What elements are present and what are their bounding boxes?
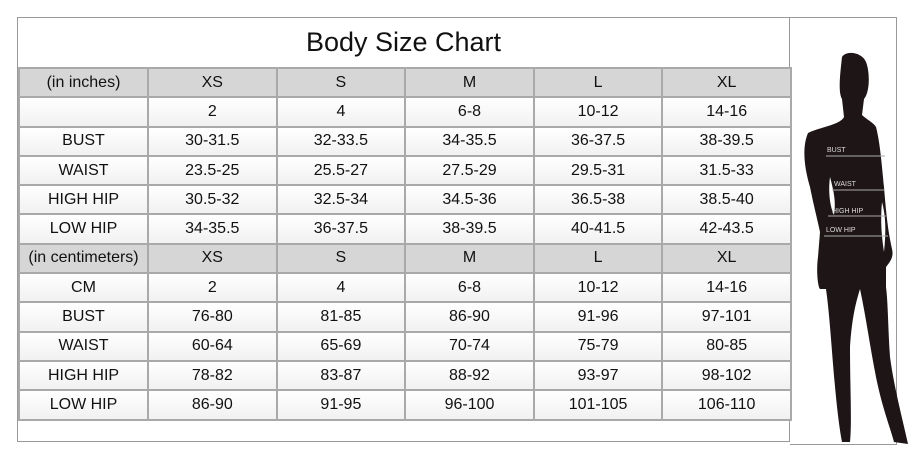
figure-label-high-hip: HIGH HIP	[832, 208, 863, 215]
row-label: WAIST	[18, 330, 149, 362]
table-cell: 29.5-31	[532, 154, 664, 187]
table-cell: 91-96	[532, 301, 664, 333]
table-cell: L	[532, 66, 664, 99]
table-cell: XS	[147, 66, 278, 99]
table-cell: S	[275, 66, 407, 99]
table-cell: 70-74	[404, 330, 535, 362]
table-cell: XL	[661, 66, 792, 99]
table-cell: 14-16	[661, 96, 792, 128]
chart-title: Body Size Chart	[305, 27, 502, 57]
table-row: CM 2 4 6-8 10-12 14-16	[18, 272, 792, 304]
table-cell: 34.5-36	[404, 184, 535, 216]
table-cell: 32-33.5	[275, 125, 407, 157]
table-row: 2 4 6-8 10-12 14-16	[18, 96, 792, 128]
figure-label-low-hip: LOW HIP	[826, 227, 856, 234]
row-label: CM	[18, 272, 149, 304]
table-row: WAIST 60-64 65-69 70-74 75-79 80-85	[18, 330, 792, 362]
table-cell: 91-95	[275, 389, 407, 421]
table-row: HIGH HIP 78-82 83-87 88-92 93-97 98-102	[18, 359, 792, 392]
table-cell: 10-12	[532, 272, 664, 304]
table-row: WAIST 23.5-25 25.5-27 27.5-29 29.5-31 31.5-33	[18, 154, 792, 187]
row-label: LOW HIP	[18, 213, 149, 245]
row-label: HIGH HIP	[18, 359, 149, 392]
table-cell: 14-16	[661, 272, 792, 304]
table-cell: 4	[275, 96, 407, 128]
table-cell: 81-85	[275, 301, 407, 333]
row-label: BUST	[18, 301, 149, 333]
table-cell: 31.5-33	[661, 154, 792, 187]
table-cell: 86-90	[404, 301, 535, 333]
table-cell: M	[404, 66, 535, 99]
table-cell: 40-41.5	[532, 213, 664, 245]
table-cell: 65-69	[275, 330, 407, 362]
table-cell: XS	[147, 242, 278, 275]
table-cell: 83-87	[275, 359, 407, 392]
table-cell: 34-35.5	[404, 125, 535, 157]
table-cell: 96-100	[404, 389, 535, 421]
table-cell: 30-31.5	[147, 125, 278, 157]
table-cell: 88-92	[404, 359, 535, 392]
table-cell: 6-8	[404, 96, 535, 128]
table-cell: 36.5-38	[532, 184, 664, 216]
table-cell: 27.5-29	[404, 154, 535, 187]
table-cell: 36-37.5	[275, 213, 407, 245]
row-label: LOW HIP	[18, 389, 149, 421]
table-cell: 97-101	[661, 301, 792, 333]
row-label	[18, 96, 149, 128]
table-row: LOW HIP 34-35.5 36-37.5 38-39.5 40-41.5 42-43…	[18, 213, 792, 245]
table-cell: 93-97	[532, 359, 664, 392]
table-cell: 38-39.5	[661, 125, 792, 157]
table-cell: 38-39.5	[404, 213, 535, 245]
table-cell: 30.5-32	[147, 184, 278, 216]
table-cell: 101-105	[532, 389, 664, 421]
table-cell: 10-12	[532, 96, 664, 128]
table-cell: 34-35.5	[147, 213, 278, 245]
table-cell: 38.5-40	[661, 184, 792, 216]
size-chart: Body Size Chart (in inches) XS S M L XL 2 4 6-8 1…	[17, 17, 792, 442]
table-cell: 4	[275, 272, 407, 304]
size-table: (in inches) XS S M L XL 2 4 6-8 10-12 14-16 BUST 30-…	[18, 66, 792, 421]
table-cell: 36-37.5	[532, 125, 664, 157]
table-cell: 106-110	[661, 389, 792, 421]
table-cell: 23.5-25	[147, 154, 278, 187]
table-cell: 25.5-27	[275, 154, 407, 187]
table-row: HIGH HIP 30.5-32 32.5-34 34.5-36 36.5-38 38.5…	[18, 184, 792, 216]
row-label: BUST	[18, 125, 149, 157]
table-cell: 42-43.5	[661, 213, 792, 245]
table-cell: M	[404, 242, 535, 275]
row-label: (in centimeters)	[18, 242, 149, 275]
table-cell: 98-102	[661, 359, 792, 392]
table-cell: 6-8	[404, 272, 535, 304]
table-cell: 2	[147, 96, 278, 128]
table-cell: 80-85	[661, 330, 792, 362]
body-silhouette-figure: BUST WAIST HIGH HIP LOW HIP	[804, 52, 908, 444]
figure-label-waist: WAIST	[834, 181, 857, 188]
row-label: (in inches)	[18, 66, 149, 99]
table-cell: L	[532, 242, 664, 275]
inches-header-row: (in inches) XS S M L XL	[18, 66, 792, 99]
silhouette-icon	[804, 52, 908, 444]
figure-panel	[790, 17, 897, 445]
table-cell: 76-80	[147, 301, 278, 333]
table-cell: 78-82	[147, 359, 278, 392]
table-row: BUST 30-31.5 32-33.5 34-35.5 36-37.5 38-39.5	[18, 125, 792, 157]
table-cell: 75-79	[532, 330, 664, 362]
row-label: HIGH HIP	[18, 184, 149, 216]
table-cell: 86-90	[147, 389, 278, 421]
table-row: LOW HIP 86-90 91-95 96-100 101-105 106-110	[18, 389, 792, 421]
table-cell: 32.5-34	[275, 184, 407, 216]
table-cell: XL	[661, 242, 792, 275]
table-cell: 60-64	[147, 330, 278, 362]
row-label: WAIST	[18, 154, 149, 187]
table-row: BUST 76-80 81-85 86-90 91-96 97-101	[18, 301, 792, 333]
centimeters-header-row: (in centimeters) XS S M L XL	[18, 242, 792, 275]
table-cell: 2	[147, 272, 278, 304]
figure-label-bust: BUST	[827, 147, 846, 154]
table-cell: S	[275, 242, 407, 275]
